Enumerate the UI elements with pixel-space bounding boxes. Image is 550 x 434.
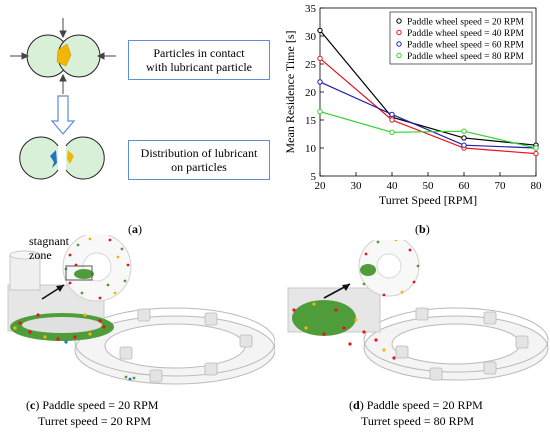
series-line-4 (319, 111, 537, 149)
series-line-2 (319, 57, 537, 155)
data-point (533, 145, 539, 151)
flow-arrow (50, 95, 76, 135)
zoom-disk (358, 240, 420, 297)
particle-dots (13, 313, 106, 344)
distribution-text-box: Distribution of lubricant on particles (128, 140, 270, 180)
data-point (461, 142, 467, 148)
y-tick-label: 15 (305, 115, 317, 127)
panel-d-caption: (d) Paddle speed = 20 RPM (349, 398, 483, 412)
data-point (317, 27, 323, 34)
panel-c-caption-line2: Turret speed = 20 RPM (38, 414, 151, 428)
zoom-arrow (56, 285, 64, 292)
panel-a-label: (a) (128, 222, 142, 236)
simulation-view-d (287, 240, 549, 381)
y-tick-label: 20 (305, 87, 317, 99)
data-point (317, 108, 323, 115)
particle-band (292, 300, 356, 336)
legend-marker (396, 41, 402, 47)
lubricant-yellow (67, 150, 74, 164)
x-tick-label: 40 (387, 180, 399, 192)
x-tick-label: 60 (459, 180, 471, 192)
lubricant-particle (56, 43, 72, 67)
legend-marker (396, 18, 402, 24)
x-tick-label: 70 (495, 180, 507, 192)
y-tick-label: 10 (305, 143, 317, 155)
contact-diagram (10, 18, 116, 180)
legend-entry: Paddle wheel speed = 60 RPM (407, 41, 525, 51)
data-point (533, 150, 539, 157)
y-tick-label: 30 (305, 31, 317, 43)
turret-pockets (119, 308, 253, 383)
legend-entry: Paddle wheel speed = 40 RPM (407, 29, 525, 39)
legend-entry: Paddle wheel speed = 20 RPM (407, 18, 525, 28)
y-axis-label: Mean Residence Time [s] (283, 31, 297, 154)
simulation-view-c (7, 235, 275, 385)
zoom-arrow (342, 284, 350, 291)
panel-c-caption: (c) Paddle speed = 20 RPM (26, 398, 159, 412)
legend-box (389, 11, 533, 65)
stagnant-zone-label: stagnant zone (29, 234, 69, 262)
x-tick-label: 80 (531, 180, 543, 192)
legend-entry: Paddle wheel speed = 80 RPM (407, 52, 525, 62)
y-tick-label: 5 (311, 171, 317, 183)
panel-d-caption-line2: Turret speed = 80 RPM (361, 414, 474, 428)
x-tick-label: 20 (315, 180, 327, 192)
residence-time-chart: 20 30 40 50 60 70 80 5 10 15 20 25 30 35 Turret Speed … (283, 3, 543, 207)
x-tick-label: 50 (423, 180, 435, 192)
y-tick-label: 25 (305, 59, 317, 71)
x-tick-label: 30 (351, 180, 363, 192)
legend-marker (396, 29, 402, 36)
data-point (389, 117, 395, 123)
panel-b-label: (b) (415, 222, 430, 236)
series-line-3 (319, 81, 537, 149)
turret-ring (74, 307, 275, 385)
particle-left-after (19, 136, 59, 180)
legend-marker (396, 52, 402, 59)
particle-dots (292, 302, 396, 360)
data-point (317, 55, 323, 62)
x-axis-label: Turret Speed [RPM] (379, 193, 477, 207)
drip-particles (124, 375, 136, 381)
data-point (389, 129, 395, 136)
force-arrows (10, 18, 116, 94)
data-point (461, 128, 467, 134)
series-line-1 (319, 30, 537, 146)
turret-pockets (395, 307, 529, 381)
y-tick-label: 35 (305, 3, 317, 15)
data-point (461, 135, 467, 141)
lubricant-blue (50, 150, 57, 168)
data-point (389, 111, 395, 118)
turret-ring (363, 307, 549, 381)
data-point (317, 79, 323, 85)
particle-right-after (65, 136, 105, 180)
zoom-disk (62, 235, 132, 302)
contact-text-box: Particles in contact with lubricant part… (128, 40, 270, 80)
stagnant-zone-marker (65, 265, 93, 281)
